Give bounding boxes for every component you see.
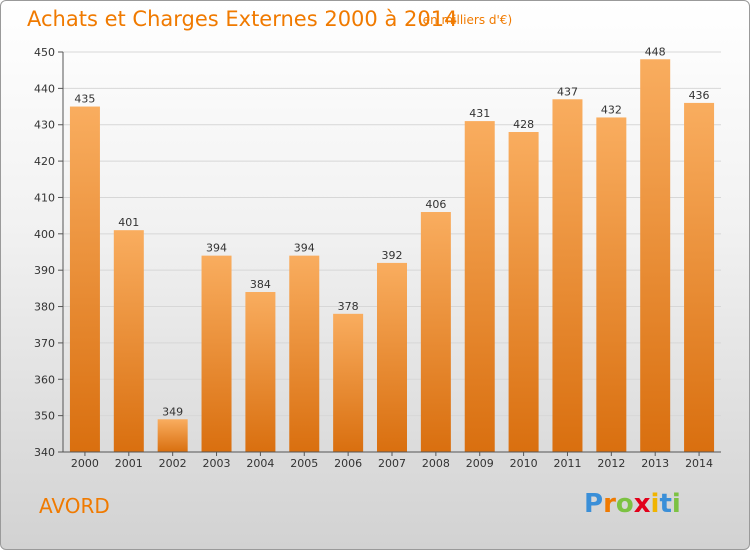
bar-2004 xyxy=(245,292,276,452)
bar-2001 xyxy=(113,230,144,452)
logo-letter: P xyxy=(584,489,604,519)
x-tick-label: 2012 xyxy=(597,457,625,470)
y-tick-label: 370 xyxy=(34,337,55,350)
y-tick-label: 410 xyxy=(34,191,55,204)
data-label-2012: 432 xyxy=(601,103,622,116)
x-tick-label: 2010 xyxy=(510,457,538,470)
x-tick-label: 2004 xyxy=(246,457,274,470)
data-label-2005: 394 xyxy=(294,242,315,255)
x-tick-label: 2001 xyxy=(115,457,143,470)
data-label-2004: 384 xyxy=(250,278,271,291)
bar-2009 xyxy=(464,121,495,452)
proxiti-logo: Proxiti xyxy=(584,489,681,519)
logo-letter: x xyxy=(633,489,651,519)
x-axis: 2000 2001 2002 2003 2004 2005 2006 2007 2008 2009… xyxy=(63,451,721,470)
x-tick-label: 2002 xyxy=(159,457,187,470)
data-label-2001: 401 xyxy=(118,216,139,229)
y-tick-label: 390 xyxy=(34,264,55,277)
bar-2002 xyxy=(157,419,188,452)
x-tick-label: 2013 xyxy=(641,457,669,470)
data-label-2014: 436 xyxy=(689,89,710,102)
bar-2011 xyxy=(552,99,583,452)
x-tick-label: 2003 xyxy=(203,457,231,470)
data-label-2003: 394 xyxy=(206,242,227,255)
x-tick-label: 2014 xyxy=(685,457,713,470)
x-tick-label: 2011 xyxy=(553,457,581,470)
bar-2010 xyxy=(508,132,539,452)
chart-subtitle: (en milliers d'€) xyxy=(418,13,513,27)
data-label-2009: 431 xyxy=(469,107,490,120)
bars: 435 401 349 394 384 394 378 392 406 431 428 437 432 4… xyxy=(69,45,715,453)
data-label-2007: 392 xyxy=(382,249,403,262)
bar-2003 xyxy=(201,255,232,452)
y-axis: 340 350 360 370 380 390 400 410 420 430 440 450 xyxy=(34,46,64,459)
bar-2007 xyxy=(377,262,407,452)
x-tick-label: 2007 xyxy=(378,457,406,470)
place-label: AVORD xyxy=(39,494,110,518)
bar-2013 xyxy=(640,59,671,452)
x-tick-label: 2009 xyxy=(466,457,494,470)
bar-2006 xyxy=(333,313,364,452)
y-tick-label: 360 xyxy=(34,373,55,386)
y-tick-label: 450 xyxy=(34,46,55,59)
data-label-2002: 349 xyxy=(162,405,183,418)
logo-letter: i xyxy=(671,489,681,519)
y-tick-label: 380 xyxy=(34,301,55,314)
data-label-2000: 435 xyxy=(74,93,95,106)
data-label-2010: 428 xyxy=(513,118,534,131)
logo-letter: r xyxy=(603,489,616,519)
y-tick-label: 350 xyxy=(34,410,55,423)
y-tick-label: 440 xyxy=(34,82,55,95)
chart-title: Achats et Charges Externes 2000 à 2014 xyxy=(27,7,458,31)
logo-letter: o xyxy=(615,489,634,519)
y-tick-label: 420 xyxy=(34,155,55,168)
bar-2014 xyxy=(684,102,715,452)
logo-letter: i xyxy=(650,489,660,519)
y-tick-label: 340 xyxy=(34,446,55,459)
bar-2012 xyxy=(596,117,627,453)
bar-2005 xyxy=(289,255,320,452)
bar-2008 xyxy=(420,212,451,452)
y-tick-label: 430 xyxy=(34,119,55,132)
logo-letter: t xyxy=(659,489,672,519)
y-tick-label: 400 xyxy=(34,228,55,241)
x-tick-label: 2008 xyxy=(422,457,450,470)
data-label-2006: 378 xyxy=(338,300,359,313)
x-tick-label: 2000 xyxy=(71,457,99,470)
x-tick-label: 2005 xyxy=(290,457,318,470)
data-label-2011: 437 xyxy=(557,85,578,98)
data-label-2008: 406 xyxy=(425,198,446,211)
data-label-2013: 448 xyxy=(645,45,666,58)
x-tick-label: 2006 xyxy=(334,457,362,470)
bar-2000 xyxy=(69,106,100,452)
